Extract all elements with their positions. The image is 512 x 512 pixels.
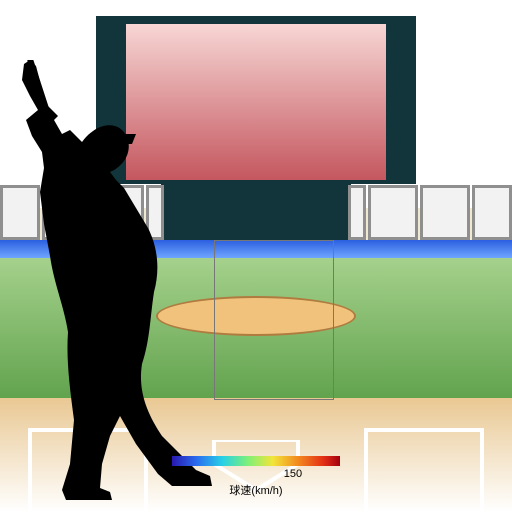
batter-silhouette [10, 60, 270, 500]
batter-box-line [364, 428, 368, 512]
speed-ticks: 100 150 [172, 468, 340, 482]
speed-tick: 150 [284, 468, 302, 480]
stands-panel [420, 185, 470, 240]
stands-panel [368, 185, 418, 240]
speed-colorbar [172, 456, 340, 466]
speed-legend-label: 球速(km/h) [172, 482, 340, 498]
speed-legend: 100 150 球速(km/h) [172, 456, 340, 496]
foul-line [364, 428, 484, 432]
pitch-location-chart: 100 150 球速(km/h) [0, 0, 512, 512]
batter-box-line [480, 428, 484, 512]
speed-tick: 100 [171, 468, 189, 480]
stands-panel [472, 185, 512, 240]
stands-panel [348, 185, 366, 240]
